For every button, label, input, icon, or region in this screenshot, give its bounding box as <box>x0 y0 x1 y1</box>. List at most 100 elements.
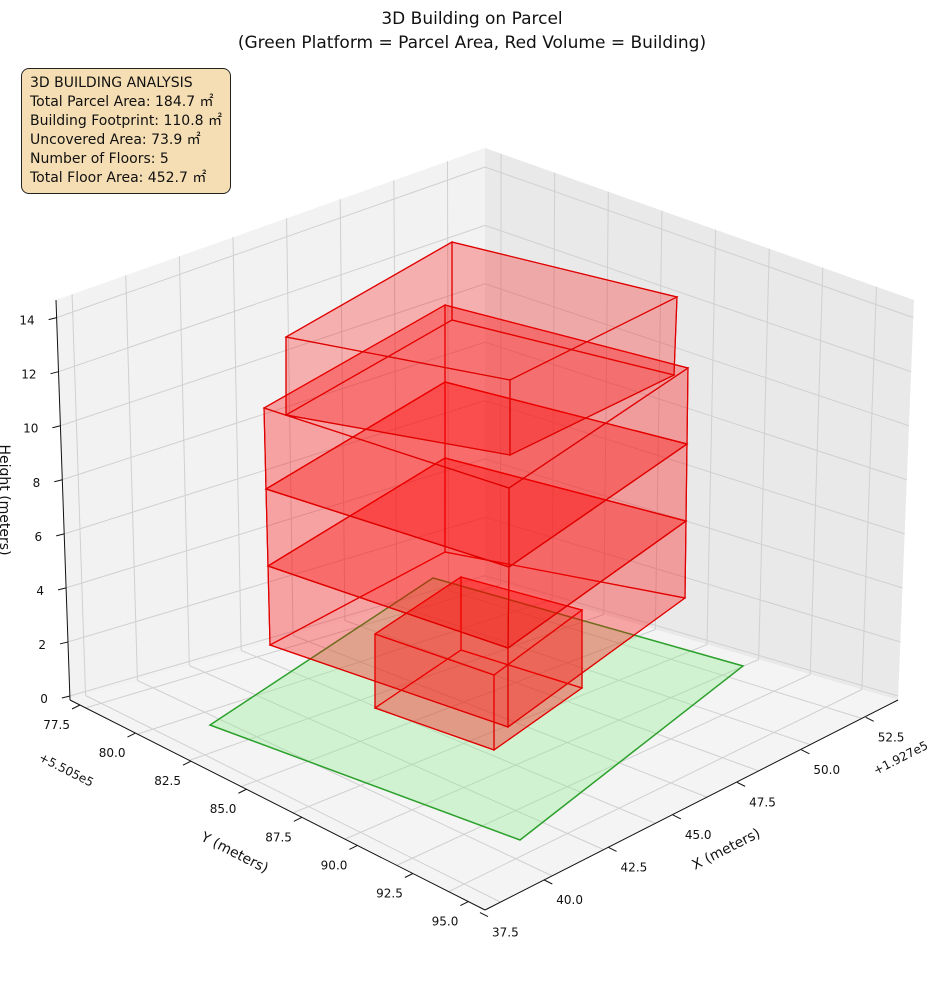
grid-line <box>189 665 604 851</box>
grid-line <box>67 516 486 643</box>
x-tick-label: 45.0 <box>685 828 712 842</box>
y-tick-label: 80.0 <box>99 746 126 760</box>
x-tick <box>544 879 553 885</box>
grid-line <box>65 458 486 589</box>
grid-line <box>484 575 899 697</box>
grid-line <box>484 400 905 535</box>
z-tick <box>52 425 61 429</box>
z-axis <box>55 299 71 701</box>
grid-line <box>69 575 486 697</box>
info-line: Total Parcel Area: 184.7 ㎡ <box>30 94 214 110</box>
grid-line <box>551 172 556 600</box>
grid-line <box>448 590 863 719</box>
floor-1 <box>373 576 584 676</box>
x-axis <box>484 699 899 911</box>
grid-line <box>484 166 914 319</box>
y-tick-label: 77.5 <box>43 718 70 732</box>
grid-line <box>189 614 604 761</box>
y-tick-label: 92.5 <box>376 886 403 900</box>
info-line: Total Floor Area: 452.7 ㎡ <box>30 170 207 186</box>
grid-line <box>758 248 770 660</box>
x-tick-label: 40.0 <box>556 893 583 907</box>
x-tick <box>801 749 810 755</box>
floor-pane <box>70 580 898 910</box>
grid-line <box>393 180 398 606</box>
info-box: 3D BUILDING ANALYSIS Total Parcel Area: … <box>21 68 231 194</box>
grid-line <box>396 674 811 866</box>
grid-line <box>706 229 717 645</box>
grid-line <box>241 629 656 788</box>
x-tick-label: 52.5 <box>878 730 905 744</box>
grid-line <box>499 153 502 585</box>
floor-4 <box>262 304 690 489</box>
x-tick-label: 50.0 <box>813 763 840 777</box>
x-tick-label: 47.5 <box>749 795 776 809</box>
z-tick <box>61 695 70 699</box>
grid-line <box>85 695 501 903</box>
grid-line <box>71 294 87 696</box>
grid-line <box>85 584 501 709</box>
y-tick <box>349 844 358 850</box>
y-tick-label: 82.5 <box>154 774 181 788</box>
z-tick-label: 0 <box>40 692 48 706</box>
y-tick <box>293 816 303 822</box>
y-tick <box>404 873 414 878</box>
z-tick-label: 2 <box>38 638 46 652</box>
z-tick <box>57 587 67 591</box>
grid-line <box>137 599 553 735</box>
info-line: Number of Floors: 5 <box>30 151 169 167</box>
y-tick-label: 85.0 <box>210 802 237 816</box>
grid-line <box>292 644 708 814</box>
grid-line <box>137 680 553 877</box>
grid-line <box>396 605 811 746</box>
x-tick <box>736 781 746 787</box>
chart-subtitle: (Green Platform = Parcel Area, Red Volum… <box>237 33 707 53</box>
y-tick <box>127 732 136 738</box>
y-tick-label: 90.0 <box>321 858 348 872</box>
grid-line <box>58 224 486 373</box>
y-tick-label: 95.0 <box>432 915 459 929</box>
y-axis <box>69 699 486 911</box>
left-pane <box>56 148 485 700</box>
grid-line <box>286 218 294 636</box>
grid-line <box>344 659 759 840</box>
grid-line <box>446 161 450 591</box>
z-tick-label: 8 <box>33 476 41 490</box>
grid-line <box>448 689 863 893</box>
z-tick <box>48 317 57 321</box>
z-axis-label: Height (meters) <box>0 444 12 555</box>
grid-line <box>484 283 910 427</box>
z-tick-label: 10 <box>23 422 38 436</box>
grid-line <box>484 341 907 481</box>
grid-line <box>809 267 824 675</box>
grid-line <box>484 224 912 373</box>
z-tick-label: 12 <box>21 368 36 382</box>
y-tick <box>71 704 81 710</box>
grid-line <box>484 516 901 643</box>
z-tick-label: 14 <box>19 314 34 328</box>
grid-line <box>125 275 138 681</box>
z-tick <box>56 533 65 537</box>
right-pane <box>485 148 914 700</box>
y-tick <box>238 788 247 794</box>
grid-line <box>64 400 486 535</box>
grid-line <box>654 210 663 630</box>
grid-line <box>60 283 486 427</box>
grid-line <box>339 199 346 621</box>
grid-line <box>56 166 486 319</box>
grid-line <box>484 458 903 589</box>
x-tick <box>479 912 489 917</box>
x-tick-label: 42.5 <box>621 860 648 874</box>
y-tick <box>182 760 192 766</box>
z-tick <box>54 479 63 483</box>
x-tick <box>608 847 617 852</box>
info-line: Building Footprint: 110.8 ㎡ <box>30 113 223 129</box>
x-tick <box>865 716 874 722</box>
chart-title: 3D Building on Parcel <box>381 9 563 29</box>
z-tick-label: 6 <box>35 530 43 544</box>
grid-line <box>232 237 242 651</box>
y-tick <box>460 901 469 907</box>
z-tick <box>50 371 59 375</box>
